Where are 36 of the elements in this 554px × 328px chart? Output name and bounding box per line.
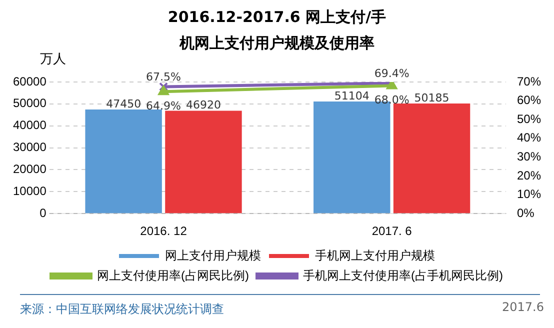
y-tick-label: 40000 [12, 118, 47, 132]
text: 2017.6 [502, 300, 544, 314]
y-tick-label: 60000 [12, 74, 47, 88]
data-label: 68.0% [374, 94, 410, 107]
y2-tick-label: 40% [516, 130, 542, 145]
y2-tick-label: 20% [516, 168, 542, 182]
legend-label: 手机网上支付使用率(占手机网民比例) [303, 268, 503, 282]
data-label: 50185 [414, 91, 450, 104]
bar [165, 110, 242, 214]
y2-tick-label: 70% [516, 74, 542, 88]
data-label: 47450 [106, 97, 142, 110]
source-note: 来源：中国互联网络发展状况统计调查 [20, 302, 224, 316]
legend-label: 网上支付用户规模 [165, 248, 261, 262]
legend-label: 网上支付使用率(占网民比例) [97, 268, 250, 282]
y-tick-label: 30000 [12, 140, 47, 154]
y-tick-label: 10000 [12, 184, 47, 198]
x-tick-label: 2017. 6 [372, 224, 412, 238]
y-tick-label: 0 [40, 206, 47, 220]
data-label: 64.9% [146, 99, 181, 112]
bar [393, 104, 470, 214]
y-tick-label: 20000 [12, 162, 47, 176]
y2-tick-label: 60% [516, 93, 542, 108]
data-label: 46920 [186, 98, 221, 112]
y2-tick-label: 30% [516, 150, 542, 164]
y-tick-label: 50000 [12, 96, 47, 110]
y2-tick-label: 10% [516, 187, 542, 202]
data-label: 51104 [334, 89, 370, 102]
chart-title: 2016.12-2017.6 网上支付/手机网上支付用户规模及使用率 [166, 7, 388, 54]
y2-tick-label: 50% [516, 112, 542, 126]
data-label: 69.4% [374, 66, 410, 80]
y-axis-title: 万人 [40, 51, 66, 68]
data-label: 67.5% [146, 70, 181, 84]
y2-tick-label: 0% [516, 206, 535, 220]
x-tick-label: 2016. 12 [140, 224, 188, 238]
bar [85, 110, 162, 214]
legend-label: 手机网上支付用户规模 [315, 248, 435, 262]
